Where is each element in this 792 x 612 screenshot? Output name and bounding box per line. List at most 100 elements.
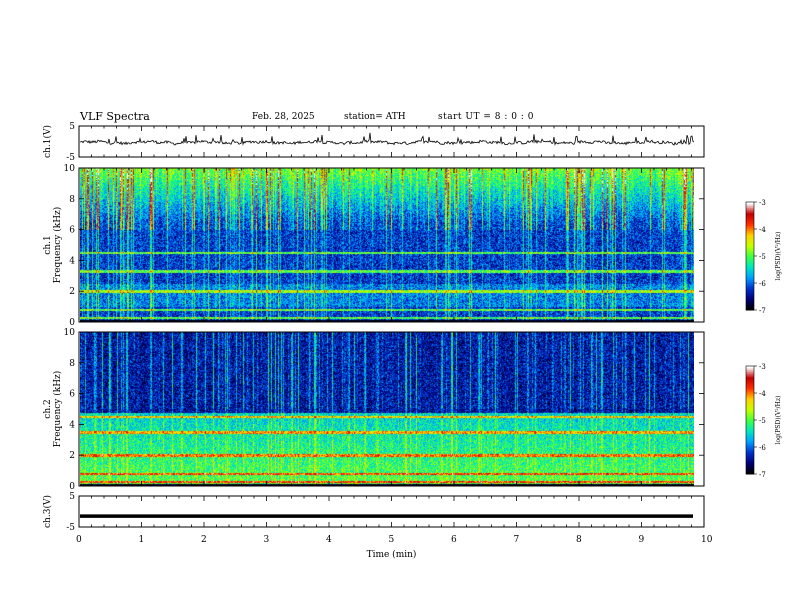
figure-title: VLF Spectra bbox=[80, 110, 150, 123]
colorbar-ch1-swatch bbox=[746, 243, 754, 246]
colorbar-ch1-swatch bbox=[746, 268, 754, 271]
colorbar-ch2-swatch bbox=[746, 411, 754, 414]
colorbar-ch2-swatch bbox=[746, 371, 754, 374]
colorbar-ch1-swatch bbox=[746, 212, 754, 216]
colorbar-ch1-swatch bbox=[746, 263, 754, 266]
ch1-y-tick-label: 5 bbox=[69, 122, 75, 132]
colorbar-ch1-swatch bbox=[746, 286, 754, 289]
ch3-y-tick-label: 5 bbox=[69, 492, 75, 502]
spec2-y-tick-label: 0 bbox=[69, 482, 75, 492]
colorbar-ch1-swatch bbox=[746, 216, 754, 219]
colorbar-tick-label: -7 bbox=[759, 307, 766, 315]
colorbar-ch2-swatch bbox=[746, 443, 754, 446]
colorbar-ch2-swatch bbox=[746, 367, 754, 371]
colorbar-ch1-swatch bbox=[746, 254, 754, 257]
spec2-y-tick-label: 4 bbox=[69, 420, 75, 430]
colorbar-ch1-swatch bbox=[746, 299, 754, 302]
spec2-y-tick-label: 8 bbox=[69, 359, 75, 369]
spec1-ylabel: ch.1 bbox=[43, 235, 53, 254]
colorbar-ch2-swatch bbox=[746, 432, 754, 435]
ch3-y-tick-label: -5 bbox=[66, 523, 75, 533]
colorbar-ch1-swatch bbox=[746, 306, 754, 309]
colorbar-ch2-swatch bbox=[746, 448, 754, 452]
colorbar-ch1-swatch bbox=[746, 241, 754, 244]
colorbar-ch1-swatch bbox=[746, 214, 754, 217]
x-tick-label: 10 bbox=[701, 535, 713, 545]
colorbar-ch2-swatch bbox=[746, 459, 754, 462]
colorbar-tick-label: -7 bbox=[759, 471, 766, 479]
spec1-y-tick-label: 0 bbox=[69, 318, 75, 328]
colorbar-ch2-swatch bbox=[746, 366, 754, 369]
x-tick-label: 0 bbox=[76, 535, 82, 545]
colorbar-ch1-swatch bbox=[746, 284, 754, 288]
colorbar-ch2-swatch bbox=[746, 407, 754, 410]
spec1-ylabel: Frequency (kHz) bbox=[52, 207, 63, 284]
colorbar-tick-label: -3 bbox=[759, 199, 766, 207]
colorbar-ch1-swatch bbox=[746, 290, 754, 293]
colorbar-ch2-swatch bbox=[746, 396, 754, 399]
colorbar-ch1-swatch bbox=[746, 265, 754, 268]
colorbar-ch1-swatch bbox=[746, 308, 754, 311]
colorbar-ch1-swatch bbox=[746, 220, 754, 223]
colorbar-ch2-swatch bbox=[746, 466, 754, 470]
colorbar-ch1-swatch bbox=[746, 202, 754, 205]
colorbar-ch1-swatch bbox=[746, 270, 754, 273]
colorbar-ch2-swatch bbox=[746, 421, 754, 425]
colorbar-ch1-swatch bbox=[746, 225, 754, 228]
colorbar-ch2-swatch bbox=[746, 438, 754, 441]
colorbar-ch1-swatch bbox=[746, 292, 754, 295]
colorbar-ch1-swatch bbox=[746, 203, 754, 207]
colorbar-tick-label: -3 bbox=[759, 363, 766, 371]
colorbar-ch2-swatch bbox=[746, 465, 754, 468]
x-tick-label: 7 bbox=[514, 535, 520, 545]
colorbar-ch1-swatch bbox=[746, 236, 754, 239]
colorbar-ch1-swatch bbox=[746, 229, 754, 232]
spec1-y-tick-label: 10 bbox=[64, 164, 76, 174]
colorbar-ch1-swatch bbox=[746, 230, 754, 234]
colorbar-ch1-swatch bbox=[746, 288, 754, 291]
colorbar-ch2-swatch bbox=[746, 447, 754, 450]
station-label: station= ATH bbox=[344, 112, 406, 122]
colorbar-ch2-swatch bbox=[746, 412, 754, 416]
x-tick-label: 2 bbox=[201, 535, 207, 545]
ch1-y-tick-label: -5 bbox=[66, 153, 75, 163]
colorbar-ch2-swatch bbox=[746, 470, 754, 473]
colorbar-ch2-swatch bbox=[746, 416, 754, 419]
colorbar-ch2-swatch bbox=[746, 456, 754, 459]
colorbar-ch2-swatch bbox=[746, 454, 754, 457]
colorbar-ch1-swatch bbox=[746, 274, 754, 277]
colorbar-ch1-swatch bbox=[746, 223, 754, 226]
colorbar-tick-label: -4 bbox=[759, 226, 766, 234]
colorbar-ch2-swatch bbox=[746, 429, 754, 432]
spec2-y-tick-label: 6 bbox=[69, 390, 75, 400]
colorbar-ch2-swatch bbox=[746, 427, 754, 430]
colorbar-ch2-swatch bbox=[746, 409, 754, 412]
colorbar-tick-label: -6 bbox=[759, 444, 766, 452]
colorbar-ch2-swatch bbox=[746, 441, 754, 444]
colorbar-ch2-swatch bbox=[746, 414, 754, 417]
colorbar-ch2-swatch bbox=[746, 394, 754, 398]
colorbar-ch1-swatch bbox=[746, 232, 754, 235]
ch3-ylabel: ch.3(V) bbox=[42, 495, 53, 528]
spectrogram-ch1 bbox=[80, 168, 694, 322]
spec2-ylabel: ch.2 bbox=[43, 399, 53, 418]
colorbar-ch2-swatch bbox=[746, 461, 754, 464]
colorbar-ch2-swatch bbox=[746, 403, 754, 407]
colorbar-ch1-swatch bbox=[746, 259, 754, 262]
colorbar-ch2-swatch bbox=[746, 402, 754, 405]
colorbar-ch2-swatch bbox=[746, 452, 754, 455]
colorbar-tick-label: -4 bbox=[759, 390, 766, 398]
spec1-y-tick-label: 4 bbox=[69, 256, 75, 266]
colorbar-ch1-swatch bbox=[746, 211, 754, 214]
colorbar-ch1-swatch bbox=[746, 252, 754, 255]
colorbar-ch1-swatch bbox=[746, 304, 754, 307]
colorbar-tick-label: -6 bbox=[759, 280, 766, 288]
colorbar-ch2-swatch bbox=[746, 375, 754, 378]
colorbar-ch1-swatch bbox=[746, 239, 754, 243]
colorbar-ch1-swatch bbox=[746, 218, 754, 221]
spectrogram-ch2 bbox=[80, 332, 694, 486]
x-axis-title: Time (min) bbox=[367, 549, 417, 560]
colorbar-ch2-swatch bbox=[746, 468, 754, 471]
